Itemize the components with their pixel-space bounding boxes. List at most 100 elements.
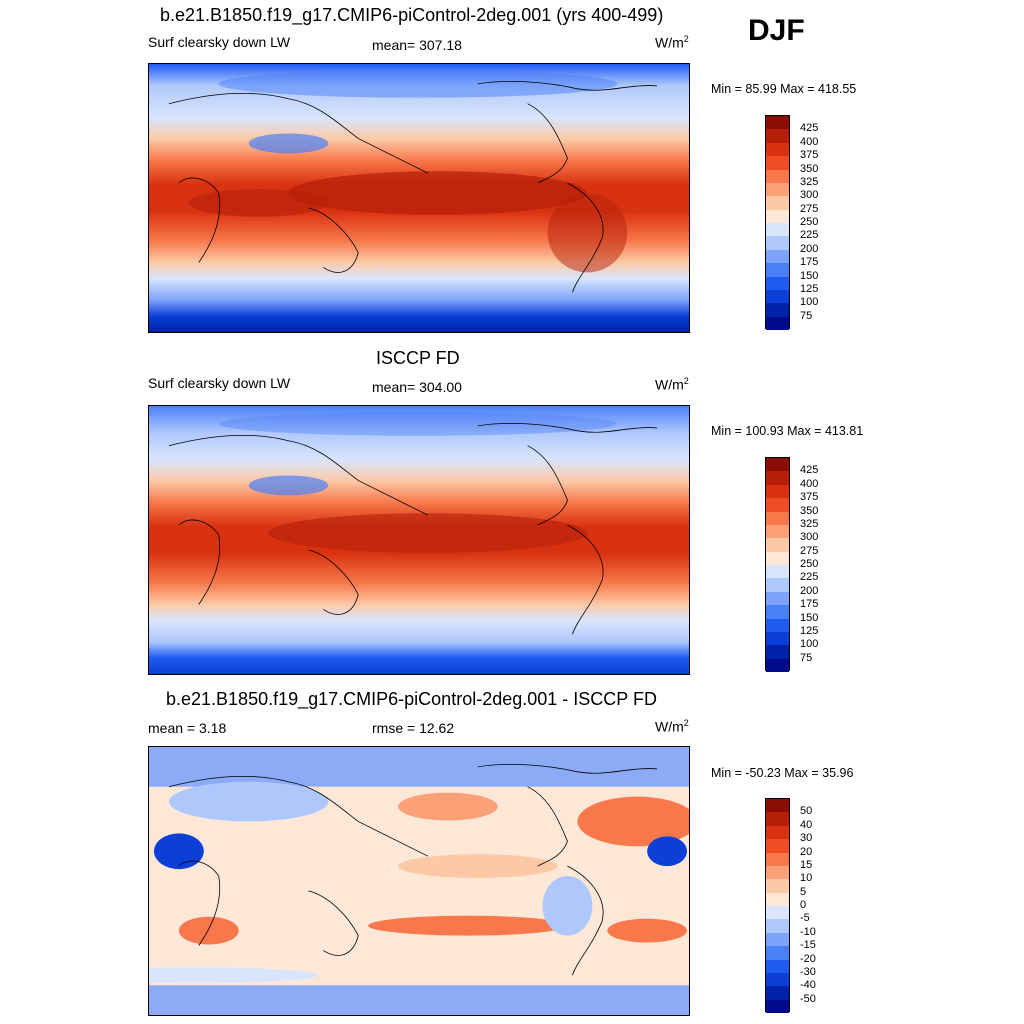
panel-1-colorbar bbox=[765, 115, 790, 330]
colorbar-tick-label: 40 bbox=[800, 818, 813, 831]
colorbar-tick-label: 400 bbox=[800, 135, 819, 148]
colorbar-box bbox=[766, 236, 789, 250]
colorbar-box bbox=[766, 169, 789, 183]
colorbar-box bbox=[766, 551, 789, 565]
colorbar-tick-label: 250 bbox=[800, 558, 819, 570]
colorbar-tick-label: 400 bbox=[800, 477, 819, 490]
colorbar-tick-label: 100 bbox=[800, 638, 819, 651]
colorbar-box bbox=[766, 565, 789, 579]
colorbar-tick-label: 225 bbox=[800, 571, 819, 584]
colorbar-box bbox=[766, 839, 789, 853]
colorbar-tick-label: 275 bbox=[800, 544, 819, 557]
colorbar-tick-label: 150 bbox=[800, 269, 819, 282]
colorbar-tick-label: -40 bbox=[800, 979, 816, 992]
colorbar-box bbox=[766, 524, 789, 539]
panel-3-minmax: Min = -50.23 Max = 35.96 bbox=[711, 766, 854, 780]
colorbar-tick-label: 75 bbox=[800, 309, 813, 322]
season-label: DJF bbox=[748, 14, 805, 47]
colorbar-box bbox=[766, 223, 789, 237]
panel-1-minmax: Min = 85.99 Max = 418.55 bbox=[711, 82, 857, 96]
colorbar-box bbox=[766, 932, 789, 947]
panel-3-map bbox=[148, 746, 690, 1016]
colorbar-box bbox=[766, 458, 789, 472]
colorbar-tick-label: 15 bbox=[800, 858, 813, 871]
colorbar-box bbox=[766, 825, 789, 840]
panel-2-mean: mean= 304.00 bbox=[372, 379, 462, 395]
colorbar-box bbox=[766, 129, 789, 143]
colorbar-box bbox=[766, 156, 789, 170]
colorbar-tick-label: -5 bbox=[800, 912, 810, 925]
panel-2-colorbar bbox=[765, 457, 790, 672]
colorbar-box bbox=[766, 578, 789, 592]
colorbar-tick-label: 425 bbox=[800, 464, 819, 477]
colorbar-box bbox=[766, 906, 789, 920]
colorbar-box bbox=[766, 946, 789, 960]
colorbar-tick-label: 275 bbox=[800, 202, 819, 215]
colorbar-box bbox=[766, 196, 789, 210]
colorbar-box bbox=[766, 959, 789, 973]
panel-2-units: W/m2 bbox=[655, 376, 689, 393]
colorbar-box bbox=[766, 999, 789, 1013]
colorbar-tick-label: 100 bbox=[800, 296, 819, 309]
colorbar-box bbox=[766, 852, 789, 866]
colorbar-tick-label: 0 bbox=[800, 899, 807, 911]
colorbar-tick-label: 325 bbox=[800, 517, 819, 530]
colorbar-box bbox=[766, 484, 789, 499]
colorbar-tick-label: 175 bbox=[800, 256, 819, 269]
colorbar-box bbox=[766, 303, 789, 317]
panel-1-variable: Surf clearsky down LW bbox=[148, 34, 291, 50]
panel-1-map bbox=[148, 63, 690, 333]
colorbar-tick-label: 250 bbox=[800, 216, 819, 228]
colorbar-tick-label: -10 bbox=[800, 925, 816, 938]
colorbar-tick-label: 300 bbox=[800, 189, 819, 202]
colorbar-box bbox=[766, 919, 789, 933]
panel-2-minmax: Min = 100.93 Max = 413.81 bbox=[711, 424, 864, 438]
colorbar-tick-label: 425 bbox=[800, 122, 819, 135]
colorbar-box bbox=[766, 605, 789, 619]
panel-2-map bbox=[148, 405, 690, 675]
colorbar-box bbox=[766, 538, 789, 552]
colorbar-box bbox=[766, 972, 789, 987]
colorbar-box bbox=[766, 289, 789, 304]
colorbar-box bbox=[766, 498, 789, 512]
panel-3-colorbar bbox=[765, 798, 790, 1013]
panel-1-mean: mean= 307.18 bbox=[372, 37, 462, 53]
colorbar-box bbox=[766, 799, 789, 813]
colorbar-box bbox=[766, 892, 789, 906]
colorbar-tick-label: 150 bbox=[800, 611, 819, 624]
colorbar-tick-label: 30 bbox=[800, 832, 813, 845]
colorbar-box bbox=[766, 591, 789, 606]
panel-3-mean: mean = 3.18 bbox=[148, 720, 227, 736]
colorbar-tick-label: 350 bbox=[800, 504, 819, 517]
colorbar-tick-label: 125 bbox=[800, 282, 819, 295]
colorbar-box bbox=[766, 316, 789, 330]
colorbar-tick-label: 175 bbox=[800, 598, 819, 611]
colorbar-box bbox=[766, 658, 789, 672]
colorbar-box bbox=[766, 618, 789, 632]
panel-2-title: ISCCP FD bbox=[376, 348, 460, 368]
colorbar-tick-label: 125 bbox=[800, 624, 819, 637]
colorbar-box bbox=[766, 511, 789, 525]
colorbar-tick-label: -15 bbox=[800, 939, 816, 952]
colorbar-box bbox=[766, 142, 789, 157]
colorbar-tick-label: 75 bbox=[800, 651, 813, 664]
colorbar-tick-label: 225 bbox=[800, 229, 819, 242]
panel-1-map-svg bbox=[149, 64, 689, 332]
colorbar-box bbox=[766, 249, 789, 264]
colorbar-box bbox=[766, 645, 789, 659]
panel-1-units: W/m2 bbox=[655, 34, 689, 51]
colorbar-tick-label: 350 bbox=[800, 162, 819, 175]
colorbar-tick-label: 325 bbox=[800, 175, 819, 188]
colorbar-box bbox=[766, 263, 789, 277]
colorbar-box bbox=[766, 986, 789, 1000]
panel-2-variable: Surf clearsky down LW bbox=[148, 375, 291, 391]
colorbar-tick-label: 300 bbox=[800, 531, 819, 544]
colorbar-tick-label: 200 bbox=[800, 242, 819, 255]
colorbar-box bbox=[766, 631, 789, 646]
colorbar-tick-label: -50 bbox=[800, 992, 816, 1005]
colorbar-tick-label: 5 bbox=[800, 885, 807, 898]
colorbar-tick-label: 20 bbox=[800, 845, 813, 858]
panel-2-map-svg bbox=[149, 406, 689, 674]
colorbar-tick-label: -30 bbox=[800, 965, 816, 978]
colorbar-box bbox=[766, 116, 789, 130]
